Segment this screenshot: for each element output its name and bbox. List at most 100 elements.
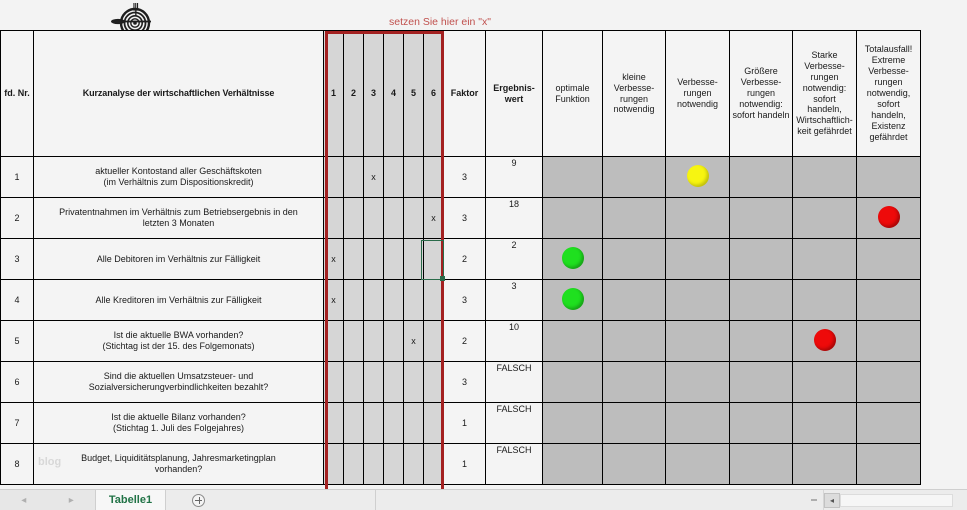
- rating-cell-r1-c3: [665, 156, 730, 198]
- add-sheet-button[interactable]: [166, 490, 376, 510]
- analysis-table: fd. Nr. Kurzanalyse der wirtschaftlichen …: [0, 30, 921, 485]
- rating-cell-r7-c3: [665, 402, 730, 444]
- x-cell-r6-c1[interactable]: [323, 361, 344, 403]
- horizontal-scrollbar[interactable]: ◂: [823, 490, 953, 510]
- x-cell-r4-c5[interactable]: [403, 279, 424, 321]
- header-rating-col-5: Starke Verbesse-rungen notwendig: sofort…: [792, 30, 857, 157]
- x-cell-r5-c2[interactable]: [343, 320, 364, 362]
- selection-fill-handle[interactable]: [440, 276, 445, 281]
- header-ergebniswert: Ergebnis-wert: [485, 30, 543, 157]
- x-cell-r4-c3[interactable]: [363, 279, 384, 321]
- rating-cell-r4-c4: [729, 279, 793, 321]
- faktor-cell: 1: [443, 443, 486, 485]
- x-cell-r7-c6[interactable]: [423, 402, 444, 444]
- row-number: 6: [0, 361, 34, 403]
- x-cell-r6-c6[interactable]: [423, 361, 444, 403]
- table-row[interactable]: 2 Privatentnahmen im Verhältnis zum Betri…: [0, 197, 921, 239]
- rating-cell-r4-c3: [665, 279, 730, 321]
- x-cell-r6-c5[interactable]: [403, 361, 424, 403]
- sheet-nav-buttons[interactable]: ◂ ▸: [0, 490, 96, 510]
- x-cell-r5-c3[interactable]: [363, 320, 384, 362]
- x-cell-r2-c4[interactable]: [383, 197, 404, 239]
- x-cell-r8-c1[interactable]: [323, 443, 344, 485]
- x-cell-r8-c6[interactable]: [423, 443, 444, 485]
- table-row[interactable]: 8 Budget, Liquiditätsplanung, Jahresmarke…: [0, 443, 921, 485]
- x-cell-r3-c6[interactable]: [423, 238, 444, 280]
- x-cell-r3-c3[interactable]: [363, 238, 384, 280]
- x-cell-r4-c1[interactable]: x: [323, 279, 344, 321]
- x-cell-r1-c1[interactable]: [323, 156, 344, 198]
- x-cell-r1-c6[interactable]: [423, 156, 444, 198]
- x-cell-r6-c2[interactable]: [343, 361, 364, 403]
- x-cell-r2-c3[interactable]: [363, 197, 384, 239]
- rating-cell-r2-c2: [602, 197, 666, 239]
- row-description: Ist die aktuelle BWA vorhanden? (Stichtag…: [33, 320, 324, 362]
- rating-cell-r1-c2: [602, 156, 666, 198]
- header-x-col-2: 2: [343, 30, 364, 157]
- x-cell-r1-c2[interactable]: [343, 156, 364, 198]
- table-row[interactable]: 6 Sind die aktuellen Umsatzsteuer- und Soz…: [0, 361, 921, 403]
- rating-cell-r5-c5: [792, 320, 857, 362]
- x-cell-r5-c6[interactable]: [423, 320, 444, 362]
- ergebniswert-cell: FALSCH: [485, 361, 543, 403]
- prev-sheet-icon[interactable]: ◂: [21, 494, 27, 506]
- row-description-line1: aktueller Kontostand aller Geschäftskote…: [95, 166, 262, 177]
- x-cell-r4-c4[interactable]: [383, 279, 404, 321]
- x-cell-r1-c5[interactable]: [403, 156, 424, 198]
- split-handle[interactable]: [805, 490, 823, 510]
- x-cell-r7-c1[interactable]: [323, 402, 344, 444]
- x-cell-r2-c6[interactable]: x: [423, 197, 444, 239]
- x-cell-r1-c4[interactable]: [383, 156, 404, 198]
- x-cell-r8-c5[interactable]: [403, 443, 424, 485]
- table-row[interactable]: 3 Alle Debitoren im Verhältnis zur Fällig…: [0, 238, 921, 280]
- table-row[interactable]: 5 Ist die aktuelle BWA vorhanden? (Stichta…: [0, 320, 921, 362]
- x-cell-r7-c4[interactable]: [383, 402, 404, 444]
- x-cell-r3-c2[interactable]: [343, 238, 364, 280]
- x-cell-r3-c4[interactable]: [383, 238, 404, 280]
- rating-cell-r2-c1: [542, 197, 603, 239]
- header-nr: fd. Nr.: [0, 30, 34, 157]
- row-number: 7: [0, 402, 34, 444]
- x-cell-r2-c2[interactable]: [343, 197, 364, 239]
- status-bar-corner: [953, 490, 967, 510]
- row-description-line1: Sind die aktuellen Umsatzsteuer- und: [103, 371, 254, 382]
- x-cell-r6-c3[interactable]: [363, 361, 384, 403]
- rating-cell-r7-c1: [542, 402, 603, 444]
- x-cell-r2-c5[interactable]: [403, 197, 424, 239]
- x-cell-r7-c5[interactable]: [403, 402, 424, 444]
- x-cell-r2-c1[interactable]: [323, 197, 344, 239]
- plus-icon[interactable]: [192, 493, 205, 507]
- rating-cell-r7-c4: [729, 402, 793, 444]
- sheet-area[interactable]: GASTROWORKS setzen Sie hier ein "x" fd. …: [0, 0, 967, 489]
- x-cell-r4-c2[interactable]: [343, 279, 364, 321]
- x-cell-r8-c2[interactable]: [343, 443, 364, 485]
- x-cell-r5-c1[interactable]: [323, 320, 344, 362]
- x-cell-r3-c1[interactable]: x: [323, 238, 344, 280]
- table-row[interactable]: 7 Ist die aktuelle Bilanz vorhanden? (Stic…: [0, 402, 921, 444]
- x-cell-r8-c4[interactable]: [383, 443, 404, 485]
- row-number: 2: [0, 197, 34, 239]
- header-ergebniswert-line1: Ergebnis-: [493, 82, 535, 93]
- status-indicator-yellow: [686, 164, 709, 187]
- x-cell-r4-c6[interactable]: [423, 279, 444, 321]
- sheet-tab-tabelle1[interactable]: Tabelle1: [96, 490, 166, 510]
- rating-cell-r7-c2: [602, 402, 666, 444]
- ergebniswert-cell: 3: [485, 279, 543, 321]
- next-sheet-icon[interactable]: ▸: [68, 494, 74, 506]
- x-cell-r6-c4[interactable]: [383, 361, 404, 403]
- row-description-line2: vorhanden?: [154, 464, 203, 474]
- scroll-left-icon[interactable]: ◂: [824, 492, 840, 508]
- x-cell-r3-c5[interactable]: [403, 238, 424, 280]
- row-description-line2: (Stichtag ist der 15. des Folgemonats): [102, 341, 255, 351]
- table-row[interactable]: 4 Alle Kreditoren im Verhältnis zur Fälli…: [0, 279, 921, 321]
- ergebniswert-cell: 9: [485, 156, 543, 198]
- x-cell-r5-c4[interactable]: [383, 320, 404, 362]
- x-cell-r7-c3[interactable]: [363, 402, 384, 444]
- table-row[interactable]: 1 aktueller Kontostand aller Geschäftskot…: [0, 156, 921, 198]
- x-cell-r5-c5[interactable]: x: [403, 320, 424, 362]
- x-cell-r7-c2[interactable]: [343, 402, 364, 444]
- x-cell-r8-c3[interactable]: [363, 443, 384, 485]
- rating-cell-r7-c6: [856, 402, 921, 444]
- x-cell-r1-c3[interactable]: x: [363, 156, 384, 198]
- scrollbar-track[interactable]: [840, 493, 953, 507]
